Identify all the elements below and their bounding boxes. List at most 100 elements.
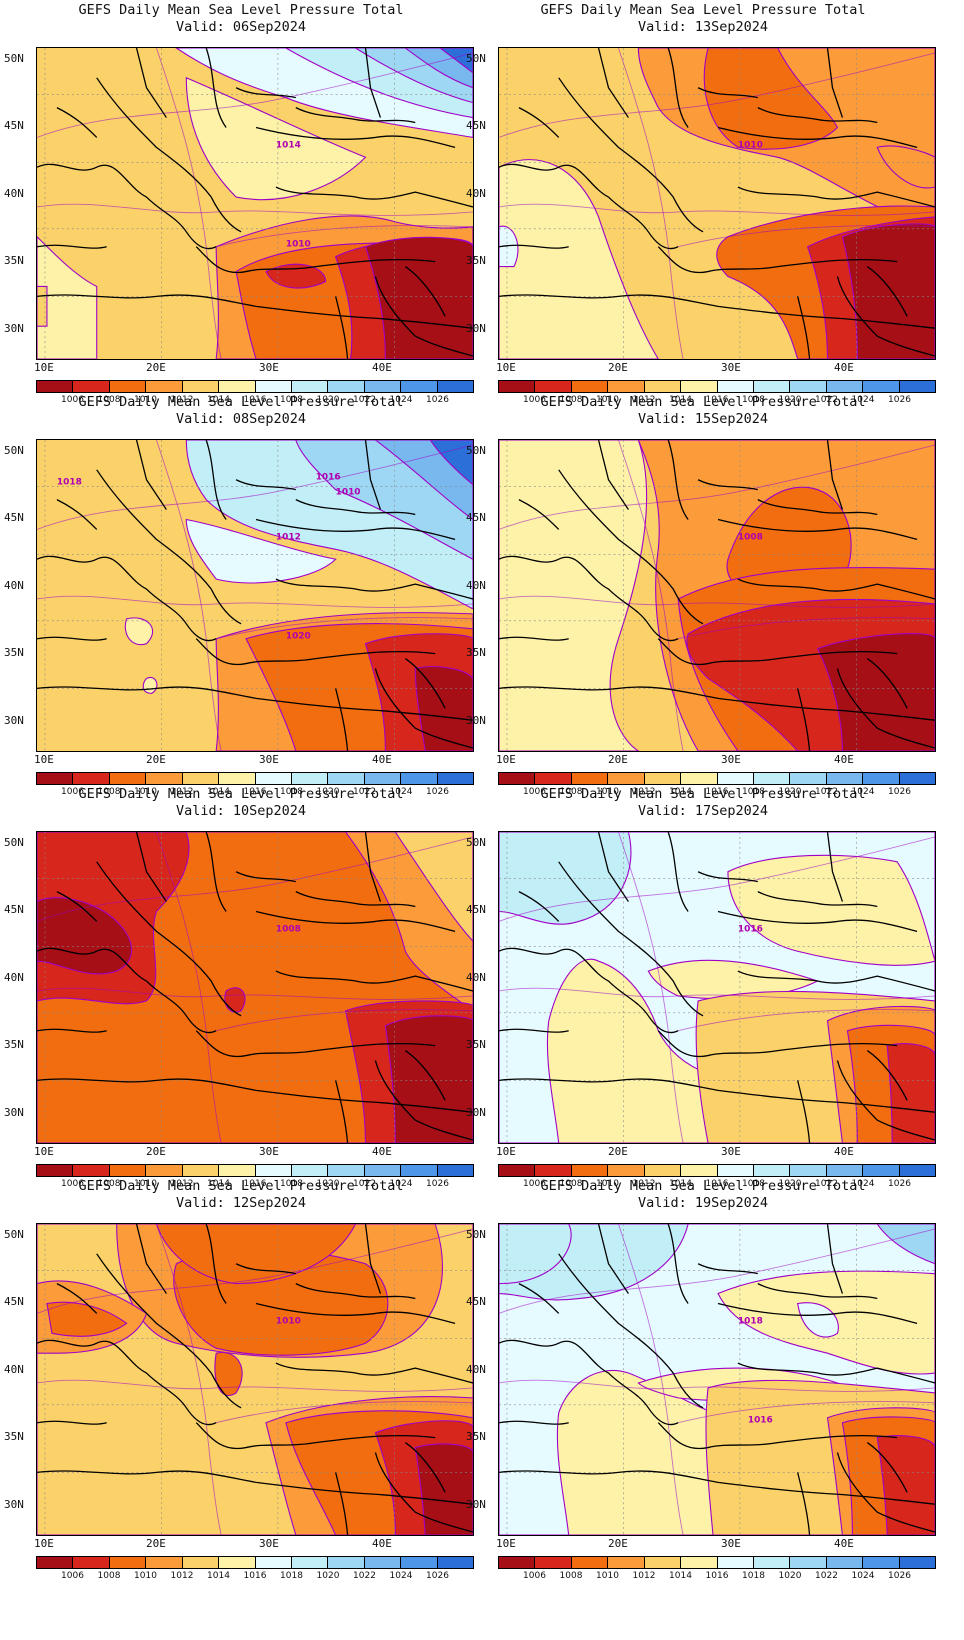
panel-title: GEFS Daily Mean Sea Level Pressure Total… <box>0 2 482 36</box>
panel-title-text: GEFS Daily Mean Sea Level Pressure Total <box>540 2 866 18</box>
coastline-border <box>96 77 242 233</box>
longitude-tick-label: 10E <box>34 1537 54 1550</box>
colorbar-label: 1020 <box>316 787 340 797</box>
colorbar-label: 1016 <box>243 1179 267 1189</box>
coastline-border <box>205 1224 227 1304</box>
pressure-contour-fill <box>394 832 473 943</box>
colorbar-label: 1020 <box>316 395 340 405</box>
colorbar-swatch <box>899 1165 936 1176</box>
coastline-border <box>597 48 629 118</box>
pressure-contour-fill <box>185 518 337 584</box>
latitude-tick-label: 50N <box>4 1228 24 1241</box>
colorbar-swatch <box>644 773 682 784</box>
pressure-contour-fill <box>876 1224 935 1265</box>
colorbar-label: 1006 <box>523 787 546 797</box>
coastline-border <box>667 440 689 520</box>
colorbar-swatch <box>571 773 609 784</box>
isobar-label: 1018 <box>738 1316 763 1326</box>
colorbar <box>498 772 936 785</box>
latitude-tick-label: 30N <box>4 1498 24 1511</box>
map-panel: GEFS Daily Mean Sea Level Pressure Total… <box>462 392 944 802</box>
coastline-border <box>96 1253 242 1409</box>
colorbar-swatch <box>826 773 864 784</box>
pressure-field: 1016 <box>499 832 935 1143</box>
colorbar-swatch <box>535 1165 572 1176</box>
coastline-border <box>275 970 473 992</box>
coastline-border <box>195 1030 436 1058</box>
pressure-contour-fill <box>876 145 935 189</box>
isobar-label: 1008 <box>276 924 301 934</box>
colorbar-swatch <box>109 773 147 784</box>
coastline-border <box>518 499 560 530</box>
colorbar-swatch <box>499 381 536 392</box>
coastline-border <box>235 871 296 883</box>
isobar-line <box>678 225 935 248</box>
coastline-border <box>205 440 227 520</box>
panel-title: GEFS Daily Mean Sea Level Pressure Total… <box>462 1178 944 1212</box>
isobar-line <box>156 832 222 1143</box>
coastline-border <box>404 658 446 709</box>
coastline-border <box>797 688 811 751</box>
isobar-line <box>499 595 935 608</box>
colorbar-swatch <box>535 773 572 784</box>
pressure-contour-fill <box>414 666 473 751</box>
colorbar-swatch <box>219 1557 256 1568</box>
coastline-border <box>797 1080 811 1143</box>
pressure-field: 1010 <box>37 1224 473 1535</box>
colorbar-label: 1010 <box>134 787 157 797</box>
isobar-line <box>156 48 222 359</box>
pressure-contour-fill <box>886 1043 935 1143</box>
colorbar-swatch <box>182 1165 220 1176</box>
coastline-border <box>37 555 217 642</box>
coastline-border <box>374 276 473 357</box>
coastline-border <box>37 947 217 1034</box>
pressure-contour-fill <box>214 1351 243 1396</box>
pressure-contour-fill <box>364 236 473 359</box>
panel-valid-date: Valid: 15Sep2024 <box>637 411 769 427</box>
colorbar-label: 1018 <box>280 1179 303 1189</box>
coastline-border <box>499 1339 679 1426</box>
longitude-tick-label: 20E <box>608 1537 628 1550</box>
colorbar-label: 1024 <box>389 1179 413 1189</box>
coastline-border <box>195 246 436 274</box>
isobar-line <box>618 1224 684 1535</box>
coastline-border <box>37 294 473 329</box>
latitude-tick-label: 50N <box>466 1228 486 1241</box>
colorbar-label: 1018 <box>280 1571 303 1581</box>
colorbar-label: 1012 <box>632 395 656 405</box>
coastline-border <box>737 970 935 992</box>
coastline-border <box>836 276 935 357</box>
colorbar-label: 1024 <box>389 395 413 405</box>
colorbar-swatch <box>790 773 827 784</box>
latitude-tick-label: 30N <box>4 1106 24 1119</box>
coastline-border <box>597 440 629 510</box>
panel-title: GEFS Daily Mean Sea Level Pressure Total… <box>462 786 944 820</box>
coastline-border <box>374 668 473 749</box>
colorbar-swatch <box>826 381 864 392</box>
colorbar-label: 1010 <box>134 1179 157 1189</box>
latitude-tick-label: 50N <box>466 836 486 849</box>
pressure-contour-fill <box>124 617 154 646</box>
colorbar <box>498 380 936 393</box>
longitude-tick-label: 20E <box>146 361 166 374</box>
isobar-label: 1010 <box>738 140 763 150</box>
colorbar-swatch <box>364 773 402 784</box>
latitude-tick-label: 45N <box>4 511 24 524</box>
latitude-tick-label: 40N <box>466 971 486 984</box>
colorbar-swatch <box>437 381 474 392</box>
pressure-contour-fill <box>265 263 327 289</box>
coastline-border <box>826 832 844 902</box>
coastline-border <box>558 469 704 625</box>
map-panel: GEFS Daily Mean Sea Level Pressure Total… <box>0 1176 482 1586</box>
colorbar-label: 1014 <box>669 1571 692 1581</box>
coastline-border <box>37 1470 473 1505</box>
coastline-border <box>717 126 918 148</box>
colorbar-swatch <box>608 381 645 392</box>
coastline-border <box>717 1302 918 1324</box>
colorbar-label: 1022 <box>353 395 376 405</box>
colorbar-swatch <box>608 1165 645 1176</box>
latitude-tick-label: 30N <box>466 1106 486 1119</box>
colorbar-swatch <box>146 381 183 392</box>
colorbar-swatch <box>717 381 754 392</box>
colorbar-label: 1022 <box>815 1179 838 1189</box>
